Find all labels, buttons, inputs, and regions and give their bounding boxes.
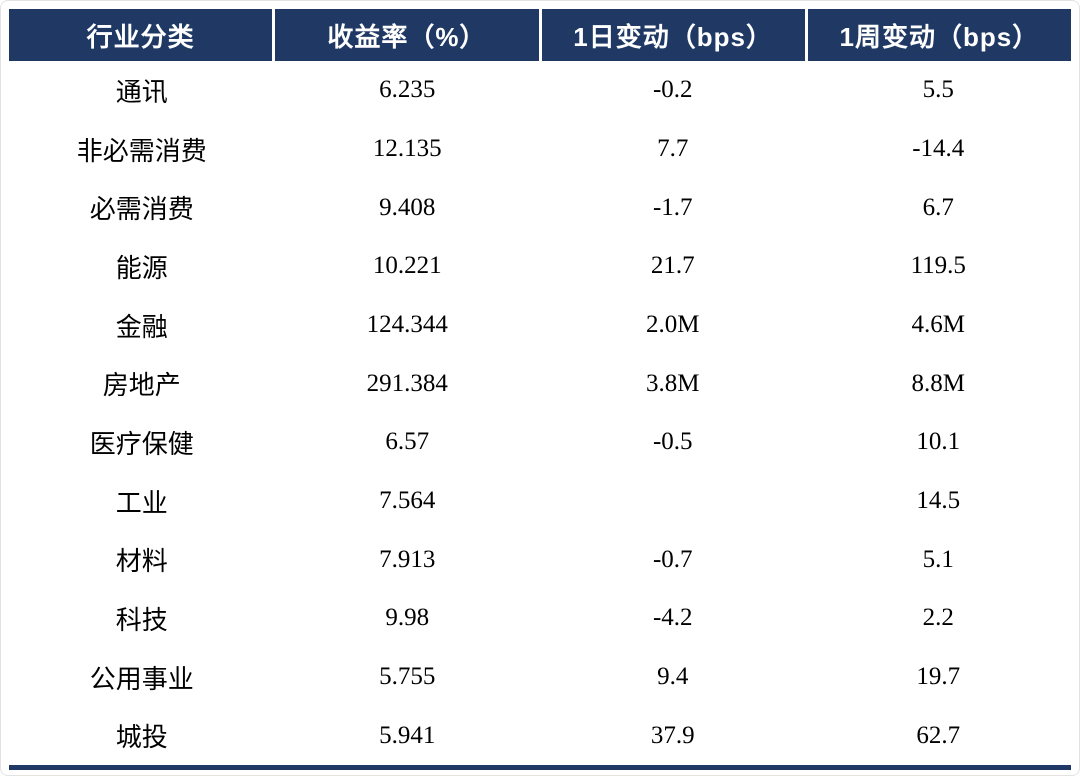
table-row: 公用事业 5.755 9.4 19.7 xyxy=(9,648,1071,707)
header-cell-industry: 行业分类 xyxy=(9,9,273,61)
yield-value: 9.408 xyxy=(379,193,436,221)
day-change-value: 7.7 xyxy=(657,135,689,162)
day-change-value: -1.7 xyxy=(652,193,693,221)
week-change-value: 119.5 xyxy=(910,252,966,280)
yield-value: 9.98 xyxy=(385,604,430,632)
week-change-value: 8.8M xyxy=(911,369,965,397)
yield-value: 12.135 xyxy=(372,135,442,162)
header-cell-yield: 收益率（%） xyxy=(275,9,539,61)
industry-label: 通讯 xyxy=(115,76,168,107)
table-row: 必需消费 9.408 -1.7 6.7 xyxy=(9,178,1071,237)
week-change-value: 5.1 xyxy=(922,545,954,573)
table-row: 非必需消费 12.135 7.7 -14.4 xyxy=(9,120,1071,179)
table-row: 房地产 291.384 3.8M 8.8M xyxy=(9,354,1071,413)
industry-label: 必需消费 xyxy=(89,194,194,225)
industry-label: 房地产 xyxy=(102,370,181,401)
industry-label: 能源 xyxy=(115,252,168,283)
table-row: 城投 5.941 37.9 62.7 xyxy=(9,706,1071,765)
yield-value: 124.344 xyxy=(366,311,448,339)
yield-value: 5.755 xyxy=(379,663,436,691)
week-change-value: 2.2 xyxy=(922,604,954,632)
day-change-value: 37.9 xyxy=(650,721,695,749)
yield-value: 7.913 xyxy=(379,545,436,573)
industry-label: 金融 xyxy=(115,311,168,342)
industry-label: 科技 xyxy=(115,604,168,635)
industry-label: 城投 xyxy=(115,722,168,753)
week-change-value: 19.7 xyxy=(916,663,961,691)
day-change-value: -0.7 xyxy=(652,545,693,573)
table-row: 医疗保健 6.57 -0.5 10.1 xyxy=(9,413,1071,472)
yield-value: 5.941 xyxy=(379,721,436,749)
table-row: 材料 7.913 -0.7 5.1 xyxy=(9,530,1071,589)
table-bottom-border xyxy=(9,765,1071,770)
yield-value: 7.564 xyxy=(379,487,436,515)
yield-value: 10.221 xyxy=(372,252,442,280)
week-change-value: 62.7 xyxy=(916,721,961,749)
week-change-value: 10.1 xyxy=(916,428,961,456)
week-change-value: 4.6M xyxy=(911,311,965,339)
table-row: 通讯 6.235 -0.2 5.5 xyxy=(9,61,1071,120)
day-change-value: 21.7 xyxy=(650,252,695,280)
industry-label: 材料 xyxy=(115,546,168,577)
table-row: 金融 124.344 2.0M 4.6M xyxy=(9,296,1071,355)
week-change-value: 5.5 xyxy=(922,76,954,104)
industry-label: 工业 xyxy=(115,487,168,518)
week-change-value: -14.4 xyxy=(912,135,965,162)
industry-label: 非必需消费 xyxy=(76,135,207,166)
week-change-value: 14.5 xyxy=(916,487,961,515)
table-row: 能源 10.221 21.7 119.5 xyxy=(9,237,1071,296)
day-change-value: 2.0M xyxy=(646,311,700,339)
header-cell-1day-change: 1日变动（bps） xyxy=(541,9,805,61)
table-row: 工业 7.564 14.5 xyxy=(9,472,1071,531)
header-cell-1week-change: 1周变动（bps） xyxy=(807,9,1071,61)
day-change-value: 3.8M xyxy=(646,369,700,397)
day-change-value: -0.2 xyxy=(652,76,693,104)
table-body: 通讯 6.235 -0.2 5.5 非必需消费 12.135 7.7 -14.4… xyxy=(9,61,1071,765)
yield-value: 6.57 xyxy=(385,428,430,456)
yield-value: 291.384 xyxy=(366,369,448,397)
table-row: 科技 9.98 -4.2 2.2 xyxy=(9,589,1071,648)
week-change-value: 6.7 xyxy=(922,193,954,221)
yield-value: 6.235 xyxy=(379,76,436,104)
day-change-value: -4.2 xyxy=(652,604,693,632)
industry-label: 公用事业 xyxy=(89,663,194,694)
day-change-value: 9.4 xyxy=(657,663,689,691)
day-change-value: -0.5 xyxy=(652,428,693,456)
table-header-row: 行业分类 收益率（%） 1日变动（bps） 1周变动（bps） xyxy=(9,9,1071,61)
industry-label: 医疗保健 xyxy=(89,428,194,459)
